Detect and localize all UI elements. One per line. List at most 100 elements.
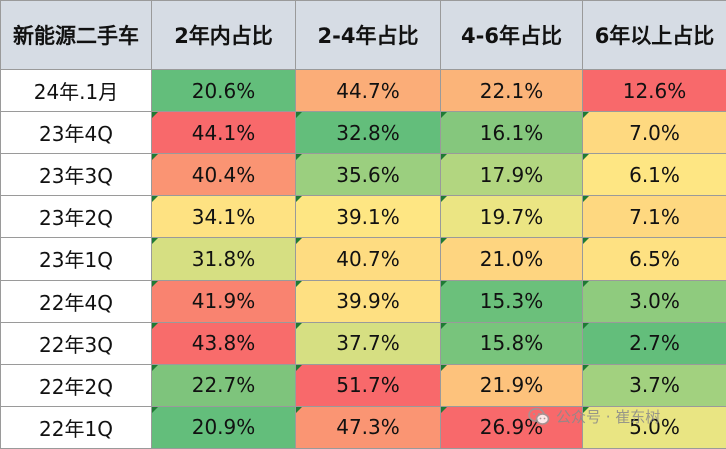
value-cell: 16.1%: [440, 111, 583, 155]
row-label: 22年4Q: [0, 279, 152, 323]
value-text: 35.6%: [336, 162, 400, 187]
error-flag-icon: [583, 407, 589, 413]
error-flag-icon: [152, 154, 158, 161]
table-row: 22年1Q 20.9% 47.3% 26.9% 5.0%: [0, 405, 726, 449]
error-flag-icon: [441, 281, 447, 287]
value-cell: 3.0%: [582, 279, 726, 323]
value-text: 5.0%: [629, 415, 680, 440]
error-flag-icon: [441, 323, 447, 329]
error-flag-icon: [583, 154, 589, 161]
value-text: 17.9%: [479, 162, 544, 187]
value-cell: 39.1%: [295, 195, 441, 239]
error-flag-icon: [152, 365, 158, 371]
value-cell: 15.3%: [440, 279, 583, 323]
value-cell: 44.7%: [295, 68, 441, 113]
header-1: 2年内占比: [151, 0, 296, 70]
value-text: 6.1%: [629, 162, 680, 187]
error-flag-icon: [296, 365, 302, 371]
error-flag-icon: [296, 154, 302, 161]
error-flag-icon: [296, 238, 302, 245]
watermark: 公众号 · 崔东树: [528, 406, 660, 427]
value-text: 39.9%: [336, 289, 400, 314]
value-cell: 21.0%: [440, 237, 583, 281]
value-cell: 7.1%: [582, 195, 726, 239]
value-text: 15.3%: [479, 289, 544, 314]
error-flag-icon: [152, 407, 158, 413]
error-flag-icon: [296, 281, 302, 287]
value-text: 43.8%: [191, 331, 256, 356]
error-flag-icon: [296, 407, 302, 413]
error-flag-icon: [152, 281, 158, 287]
value-cell: 12.6%: [582, 68, 726, 113]
header-2: 2-4年占比: [295, 0, 441, 70]
table-row: 23年3Q 40.4% 35.6% 17.9% 6.1%: [0, 153, 726, 197]
value-text: 34.1%: [191, 204, 256, 229]
error-flag-icon: [152, 238, 158, 245]
watermark-text: 公众号 · 崔东树: [556, 408, 661, 426]
value-text: 40.4%: [191, 162, 256, 187]
value-cell: 6.5%: [582, 237, 726, 281]
value-cell: 6.1%: [582, 153, 726, 197]
value-cell: 43.8%: [151, 321, 296, 365]
table-row: 22年3Q 43.8% 37.7% 15.8% 2.7%: [0, 321, 726, 365]
error-flag-icon: [441, 238, 447, 245]
row-label: 24年.1月: [0, 68, 152, 113]
value-cell: 32.8%: [295, 111, 441, 155]
value-text: 15.8%: [479, 331, 544, 356]
error-flag-icon: [441, 112, 447, 119]
value-text: 39.1%: [336, 204, 400, 229]
value-cell: 15.8%: [440, 321, 583, 365]
value-text: 7.1%: [629, 204, 680, 229]
value-text: 20.9%: [191, 415, 256, 440]
value-text: 3.7%: [629, 373, 680, 398]
value-text: 37.7%: [336, 331, 400, 356]
value-text: 44.1%: [191, 120, 256, 145]
value-text: 31.8%: [191, 246, 256, 271]
header-3: 4-6年占比: [440, 0, 583, 70]
value-cell: 20.6%: [151, 68, 296, 113]
value-cell: 47.3%: [295, 405, 441, 449]
value-text: 22.7%: [191, 373, 256, 398]
row-label: 23年4Q: [0, 111, 152, 155]
error-flag-icon: [583, 323, 589, 329]
value-text: 21.0%: [479, 246, 544, 271]
value-text: 51.7%: [336, 373, 400, 398]
value-text: 3.0%: [629, 289, 680, 314]
error-flag-icon: [583, 112, 589, 119]
value-cell: 19.7%: [440, 195, 583, 239]
value-text: 19.7%: [479, 204, 544, 229]
header-row: 新能源二手车 2年内占比 2-4年占比 4-6年占比 6年以上占比: [0, 0, 726, 70]
table-row: 22年2Q 22.7% 51.7% 21.9% 3.7%: [0, 363, 726, 407]
value-text: 12.6%: [622, 78, 687, 103]
table-row: 24年.1月 20.6% 44.7% 22.1% 12.6%: [0, 68, 726, 113]
value-cell: 41.9%: [151, 279, 296, 323]
value-text: 21.9%: [479, 373, 544, 398]
value-cell: 21.9%: [440, 363, 583, 407]
error-flag-icon: [441, 154, 447, 161]
value-cell: 26.9%: [440, 405, 583, 449]
value-cell: 31.8%: [151, 237, 296, 281]
value-text: 44.7%: [336, 78, 400, 103]
value-cell: 37.7%: [295, 321, 441, 365]
error-flag-icon: [296, 323, 302, 329]
value-text: 47.3%: [336, 415, 400, 440]
error-flag-icon: [441, 365, 447, 371]
value-cell: 22.7%: [151, 363, 296, 407]
error-flag-icon: [583, 238, 589, 245]
value-cell: 40.4%: [151, 153, 296, 197]
value-text: 6.5%: [629, 246, 680, 271]
error-flag-icon: [152, 196, 158, 203]
value-cell: 17.9%: [440, 153, 583, 197]
value-cell: 44.1%: [151, 111, 296, 155]
value-text: 20.6%: [191, 78, 256, 103]
header-row-label: 新能源二手车: [0, 0, 152, 70]
value-cell: 39.9%: [295, 279, 441, 323]
row-label: 23年3Q: [0, 153, 152, 197]
wechat-icon: [528, 407, 550, 425]
value-cell: 40.7%: [295, 237, 441, 281]
value-cell: 35.6%: [295, 153, 441, 197]
error-flag-icon: [583, 196, 589, 203]
error-flag-icon: [152, 112, 158, 119]
error-flag-icon: [583, 365, 589, 371]
